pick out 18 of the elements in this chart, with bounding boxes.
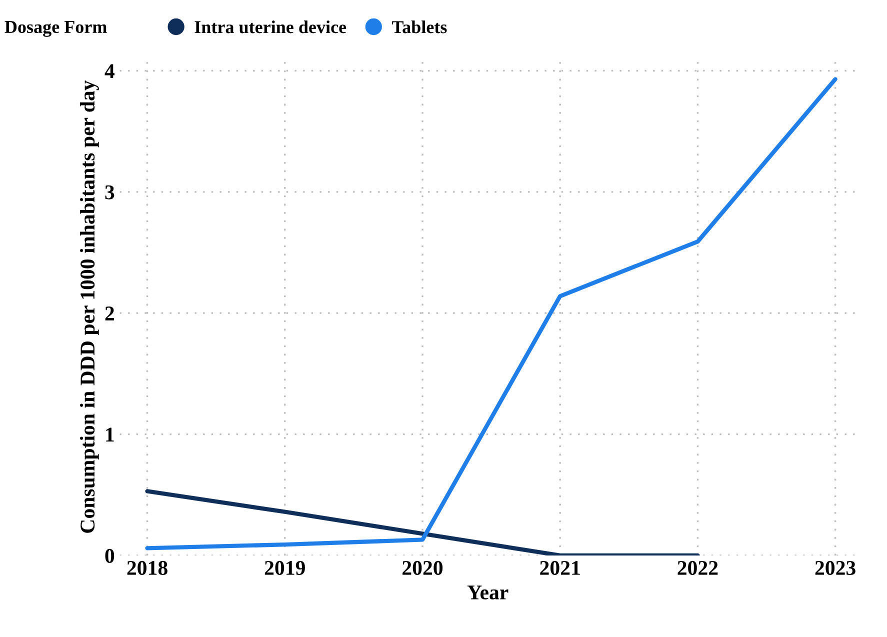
x-tick-label: 2022 (678, 560, 718, 575)
legend-label: Tablets (392, 20, 447, 34)
x-tick-label: 2021 (540, 560, 580, 575)
x-axis-title: Year (467, 586, 508, 600)
y-tick-label: 0 (105, 548, 114, 563)
line-series (145, 77, 838, 550)
y-tick-label: 3 (105, 185, 114, 200)
y-tick-label: 1 (106, 428, 114, 442)
line-series (145, 489, 700, 556)
legend-label: Intra uterine device (194, 20, 346, 34)
x-tick-label: 2020 (402, 560, 443, 575)
x-tick-label: 2019 (264, 560, 305, 575)
y-tick-label: 4 (104, 64, 114, 78)
legend-title: Dosage Form (4, 21, 107, 37)
y-axis-title: Consumption in DDD per 1000 inhabitants per day (80, 80, 99, 533)
x-tick-label: 2023 (815, 560, 856, 575)
y-tick-label: 2 (105, 306, 114, 320)
x-tick-label: 2018 (127, 560, 168, 575)
